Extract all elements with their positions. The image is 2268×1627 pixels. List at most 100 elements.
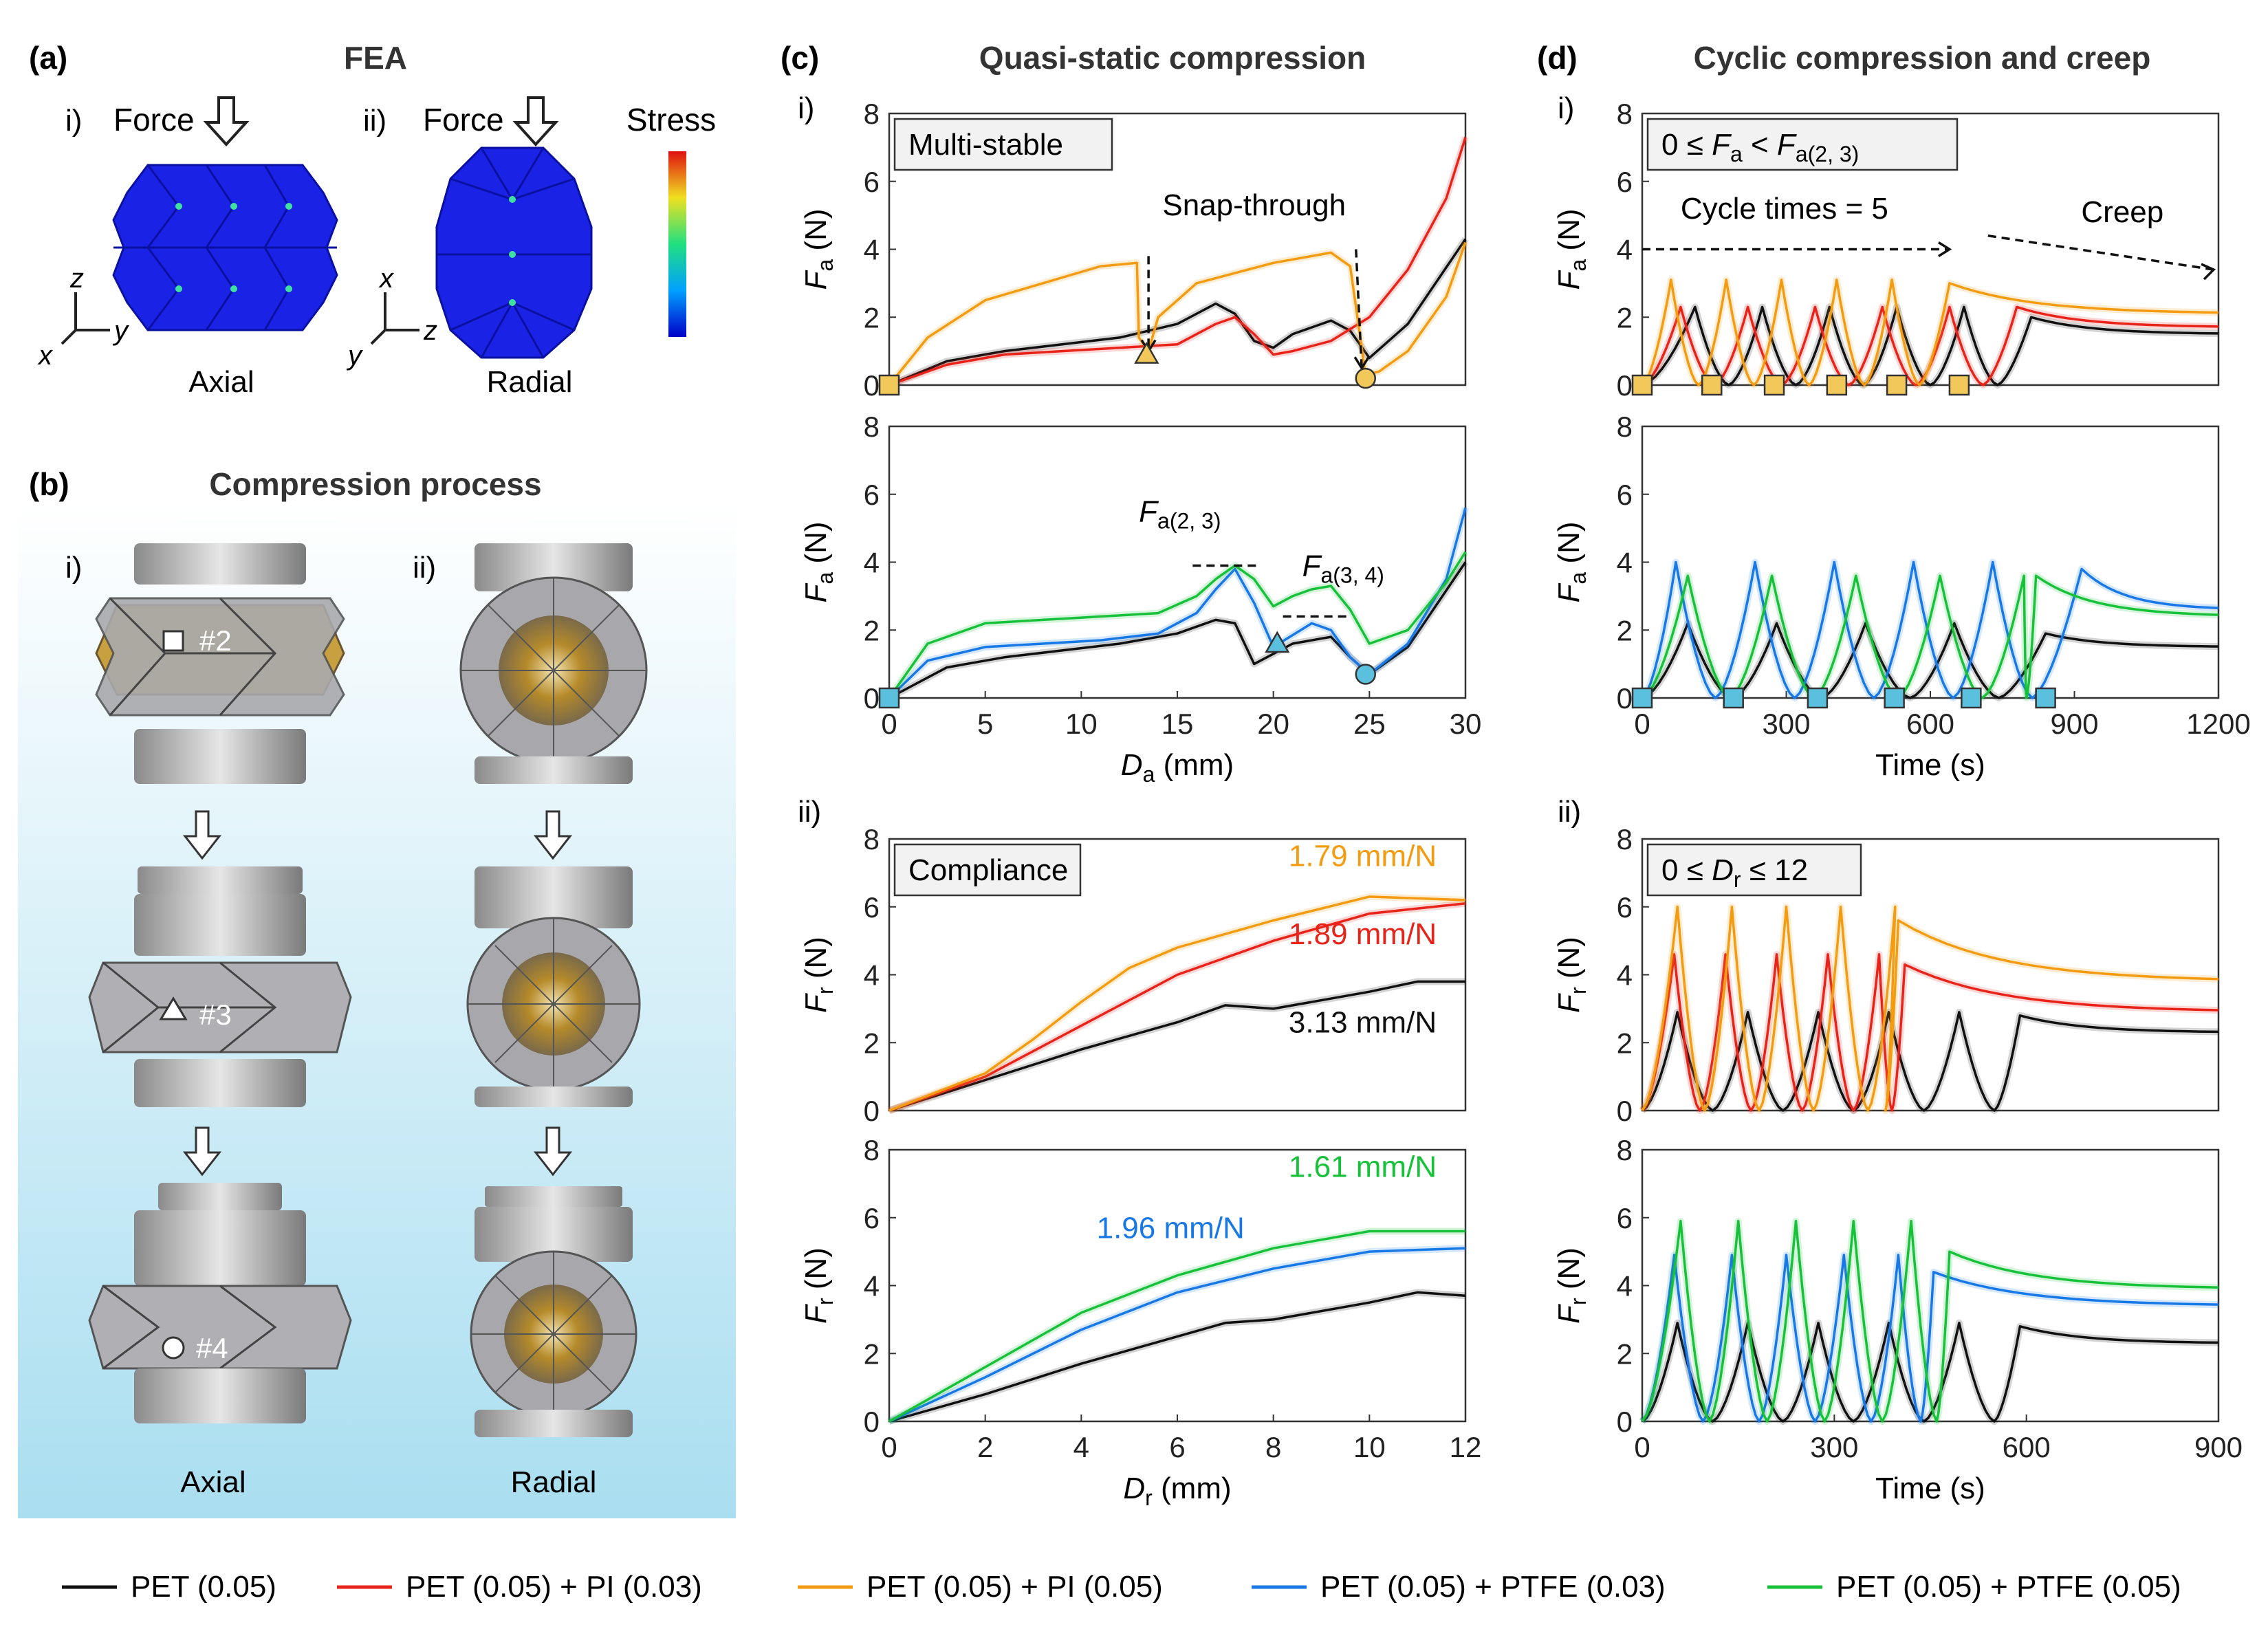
photo-radial-state3	[466, 866, 641, 1107]
y-tick-label: 4	[864, 1270, 880, 1302]
y-tick-label: 6	[864, 1202, 880, 1234]
y-tick-label: 0	[1617, 1095, 1633, 1127]
y-axis-label: Fr (N)	[1552, 1247, 1591, 1324]
box-label-symbol: F	[1712, 128, 1732, 162]
circle-marker	[1355, 664, 1376, 685]
plot-frame	[888, 425, 1467, 699]
photo-axial-state4	[88, 1183, 352, 1423]
annotation-subscript: a(2, 3)	[1157, 508, 1221, 533]
fea-radial-model	[435, 146, 593, 359]
panel-b-sub-ii: ii)	[413, 551, 436, 585]
label-subscript: a	[1143, 762, 1155, 787]
legend: PET (0.05) PET (0.05) + PI (0.03) PET (0.0…	[62, 1570, 2181, 1604]
triangle-marker	[1265, 631, 1290, 653]
box-label-symbol: D	[1712, 853, 1734, 887]
y-axis-label: Fa (N)	[1552, 522, 1591, 603]
label-unit: (N)	[799, 1247, 833, 1298]
y-axis-label: Fa (N)	[799, 522, 838, 603]
y-tick-label: 8	[864, 411, 880, 443]
panel-a: (a) FEA i) Force ii) Force Stress z y x …	[29, 40, 716, 399]
y-tick-label: 6	[864, 479, 880, 511]
axis-triad-radial	[370, 292, 419, 345]
legend-label-3: PET (0.05) + PTFE (0.03)	[1320, 1570, 1666, 1604]
panel-d-letter: (d)	[1537, 40, 1578, 76]
photo-axial-state3	[88, 866, 352, 1107]
state-3-label: #3	[199, 998, 232, 1031]
box-label-frame	[1646, 843, 1862, 897]
arrow-head	[2201, 263, 2216, 281]
force-label-ii: Force	[423, 102, 504, 138]
series-line-0	[1641, 1322, 2219, 1423]
label-subscript: a	[813, 259, 838, 272]
triangle-marker	[159, 996, 188, 1020]
chart-c-i-top: 0 2 4 6 8 Fa (N) Multi-stable Snap-through	[799, 98, 1469, 402]
chart-c-ii-bottom: 0 2 4 6 8 0 2 4 6 8 10 12 Fr (N) Dr (mm) 1.61 mm/N 1.96…	[799, 1134, 1481, 1510]
square-marker	[1948, 374, 1970, 396]
series-line-1	[1642, 305, 2219, 386]
square-marker	[2035, 687, 2056, 709]
box-label-sub: a	[1730, 142, 1743, 166]
down-arrow-icon	[203, 96, 250, 146]
down-arrow-icon	[182, 810, 222, 860]
x-tick-label: 15	[1162, 708, 1194, 740]
y-tick-label: 0	[1617, 682, 1633, 714]
label-subscript: a	[1566, 572, 1591, 585]
series-line-2	[888, 242, 1467, 386]
series-line-1	[1641, 953, 2219, 1112]
x-tick-label: 0	[881, 708, 897, 740]
force-annotation-1: Fa(3, 4)	[1302, 549, 1384, 587]
square-marker	[1701, 374, 1723, 396]
square-marker	[1763, 374, 1785, 396]
stress-colorbar	[668, 151, 686, 337]
label-symbol: F	[799, 583, 833, 603]
y-axis-label: Fr (N)	[1552, 937, 1591, 1013]
square-marker	[1631, 687, 1653, 709]
box-label-symbol: F	[1777, 128, 1797, 162]
radial-label-a: Radial	[487, 365, 573, 399]
series-line-0	[888, 1291, 1466, 1423]
y-tick-label: 6	[1617, 166, 1633, 198]
x-tick-label: 8	[1265, 1431, 1281, 1463]
box-label: 0 ≤ Dr ≤ 12	[1661, 853, 1808, 892]
axis-z-label-radial: z	[423, 316, 437, 346]
x-axis-label: Dr (mm)	[1123, 1472, 1231, 1510]
y-tick-label: 4	[1617, 1270, 1633, 1302]
arrow-head	[1938, 241, 1952, 257]
x-tick-label: 300	[1810, 1431, 1858, 1463]
series-line-2	[1641, 1219, 2219, 1423]
series-line-2	[1641, 279, 2219, 386]
square-marker	[162, 630, 184, 652]
box-label-prefix: 0 ≤	[1661, 128, 1712, 162]
series-line-1	[888, 902, 1466, 1112]
box-label: Compliance	[908, 853, 1068, 887]
series-line-2	[888, 895, 1466, 1112]
y-tick-label: 4	[1617, 547, 1633, 579]
y-tick-label: 8	[864, 98, 880, 130]
photo-axial-state2	[95, 543, 345, 784]
x-axis-label: Time (s)	[1875, 1472, 1985, 1505]
x-tick-label: 300	[1762, 708, 1810, 740]
box-label: Multi-stable	[908, 128, 1063, 162]
plot-frame	[1641, 425, 2220, 699]
y-tick-label: 2	[864, 614, 880, 646]
axis-z-label: z	[69, 263, 84, 294]
axis-x-label: x	[37, 340, 54, 371]
series-line-1	[1641, 560, 2219, 699]
label-unit: (N)	[1552, 1247, 1586, 1298]
panel-d-sub-ii: ii)	[1558, 795, 1581, 829]
label-subscript: a	[1566, 259, 1591, 272]
x-tick-label: 10	[1065, 708, 1098, 740]
square-marker	[1631, 374, 1653, 396]
state-4-label: #4	[196, 1332, 228, 1364]
box-label-frame	[893, 118, 1113, 171]
series-line-2	[1641, 574, 2219, 699]
y-tick-label: 6	[1617, 891, 1633, 924]
y-axis-label: Fr (N)	[799, 1247, 838, 1324]
axial-label-a: Axial	[188, 365, 254, 399]
series-line-1	[888, 1247, 1466, 1423]
y-tick-label: 0	[1617, 369, 1633, 402]
box-label-frame	[893, 843, 1082, 897]
label-symbol: F	[1552, 993, 1586, 1013]
label-subscript: a	[813, 572, 838, 585]
annotation-symbol: F	[1302, 549, 1322, 582]
